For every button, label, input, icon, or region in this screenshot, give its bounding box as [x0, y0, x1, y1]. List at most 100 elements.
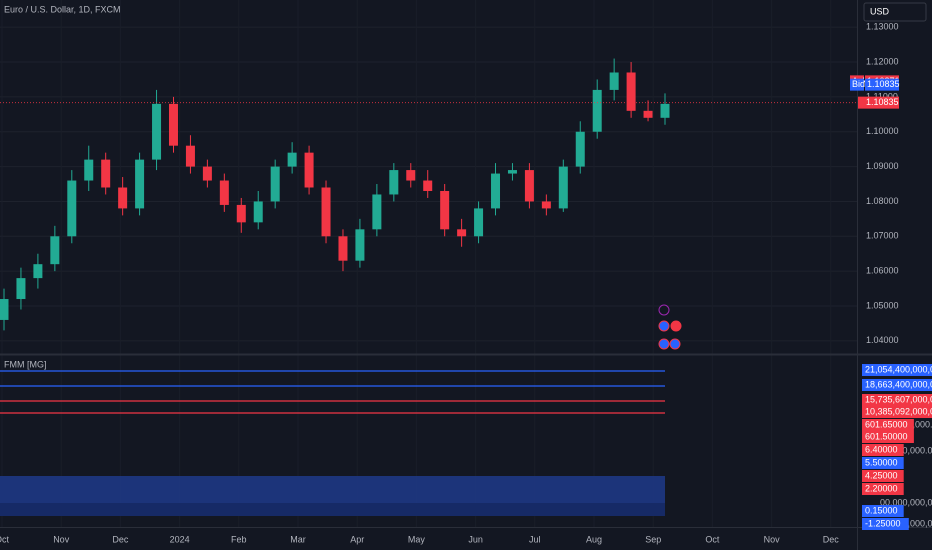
indicator-label-box	[862, 419, 914, 431]
candle-body	[474, 208, 484, 237]
indicator-label-box	[862, 483, 904, 495]
candle-body	[592, 89, 602, 132]
x-tick-label: Sep	[645, 534, 661, 544]
indicator-label-box	[862, 518, 909, 530]
indicator-label-box	[862, 444, 904, 456]
candle-body	[389, 170, 399, 195]
indicator-label-box	[862, 406, 932, 418]
y-tick-label: 1.05000	[866, 300, 899, 310]
indicator-band-lower	[0, 503, 665, 516]
candle-body	[118, 187, 128, 209]
candle-body	[491, 173, 501, 209]
x-tick-label: Feb	[231, 534, 247, 544]
candle-body	[440, 190, 450, 230]
indicator-label: 0.15000	[865, 505, 898, 515]
marker[interactable]	[658, 304, 670, 316]
price-tag-label: 1.10835	[867, 79, 900, 89]
candle-body	[609, 72, 619, 90]
y-tick-label: 1.13000	[866, 22, 899, 32]
x-tick-label: Nov	[53, 534, 70, 544]
candle-body	[185, 145, 195, 167]
last-price-box	[858, 96, 899, 109]
candle-body	[355, 229, 365, 261]
candle-body	[152, 103, 162, 160]
x-tick-label: Dec	[112, 534, 129, 544]
price-tag-box	[865, 78, 899, 91]
candle-body	[338, 236, 348, 261]
candle-body	[253, 201, 263, 223]
x-tick-label: 2024	[170, 534, 190, 544]
candle-body	[575, 131, 585, 167]
chart-title: Euro / U.S. Dollar, 1D, FXCM	[4, 4, 121, 14]
x-tick-label: Mar	[290, 534, 306, 544]
candle-body	[457, 229, 467, 237]
candle-body	[406, 170, 416, 181]
candle-body	[0, 299, 9, 320]
currency-box[interactable]	[863, 2, 927, 22]
y-tick-label: 1.11000	[866, 91, 898, 101]
x-tick-label: Jun	[468, 534, 483, 544]
candle-body	[321, 187, 331, 237]
indicator-label-box	[862, 394, 932, 406]
marker[interactable]	[670, 320, 682, 332]
y-tick-label: 1.10000	[866, 126, 899, 136]
indicator-label: 2.20000	[865, 483, 898, 493]
x-tick-label: Dec	[823, 534, 840, 544]
candle-body	[304, 152, 314, 188]
indicator-label: -1.25000	[865, 518, 901, 528]
candle-body	[507, 170, 517, 174]
y-tick-label: 1.12000	[866, 56, 899, 66]
candle-body	[219, 180, 229, 205]
candle-body	[101, 159, 111, 188]
marker[interactable]	[658, 338, 670, 350]
candle-body	[33, 264, 43, 279]
indicator-label-box	[862, 431, 914, 443]
indicator-label: 601.65000	[865, 419, 908, 429]
price-tag-name-box	[850, 78, 864, 91]
candle-body	[287, 152, 297, 167]
candle-body	[558, 166, 568, 209]
markers	[658, 304, 682, 350]
indicator-label-box	[862, 364, 932, 376]
x-tick-label: Apr	[350, 534, 364, 544]
last-price-label: 1.10835	[866, 97, 899, 107]
candle-body	[50, 236, 60, 265]
indicator-label: 6.40000	[865, 444, 898, 454]
candle-body	[168, 103, 178, 146]
y-tick-label: 1.08000	[866, 196, 899, 206]
candle-body	[423, 180, 433, 191]
indicator-label-box	[862, 470, 904, 482]
marker[interactable]	[669, 338, 681, 350]
candle-body	[660, 103, 670, 118]
y-tick-label: 1.04000	[866, 335, 899, 345]
x-tick-label: May	[408, 534, 426, 544]
indicator-label: 5.50000	[865, 457, 898, 467]
marker[interactable]	[658, 320, 670, 332]
candle-body	[541, 201, 551, 209]
candle-body	[67, 180, 77, 237]
candle-body	[135, 159, 145, 209]
candle-body	[643, 110, 653, 118]
indicator-label-box	[862, 379, 932, 391]
x-tick-label: Oct	[705, 534, 720, 544]
price-tag-name: Bid	[852, 79, 865, 89]
candle-body	[626, 72, 636, 111]
candle-body	[16, 278, 26, 300]
candle-body	[270, 166, 280, 202]
indicator-label: 601.50000	[865, 431, 908, 441]
y-tick-label: 1.06000	[866, 266, 899, 276]
candle-body	[84, 159, 94, 181]
y-tick-label: 1.07000	[866, 231, 899, 241]
currency[interactable]: USD	[870, 6, 890, 16]
x-tick-label: Aug	[586, 534, 602, 544]
x-tick-label: Nov	[764, 534, 781, 544]
indicator-label-box	[862, 505, 904, 517]
candle-body	[524, 170, 534, 202]
